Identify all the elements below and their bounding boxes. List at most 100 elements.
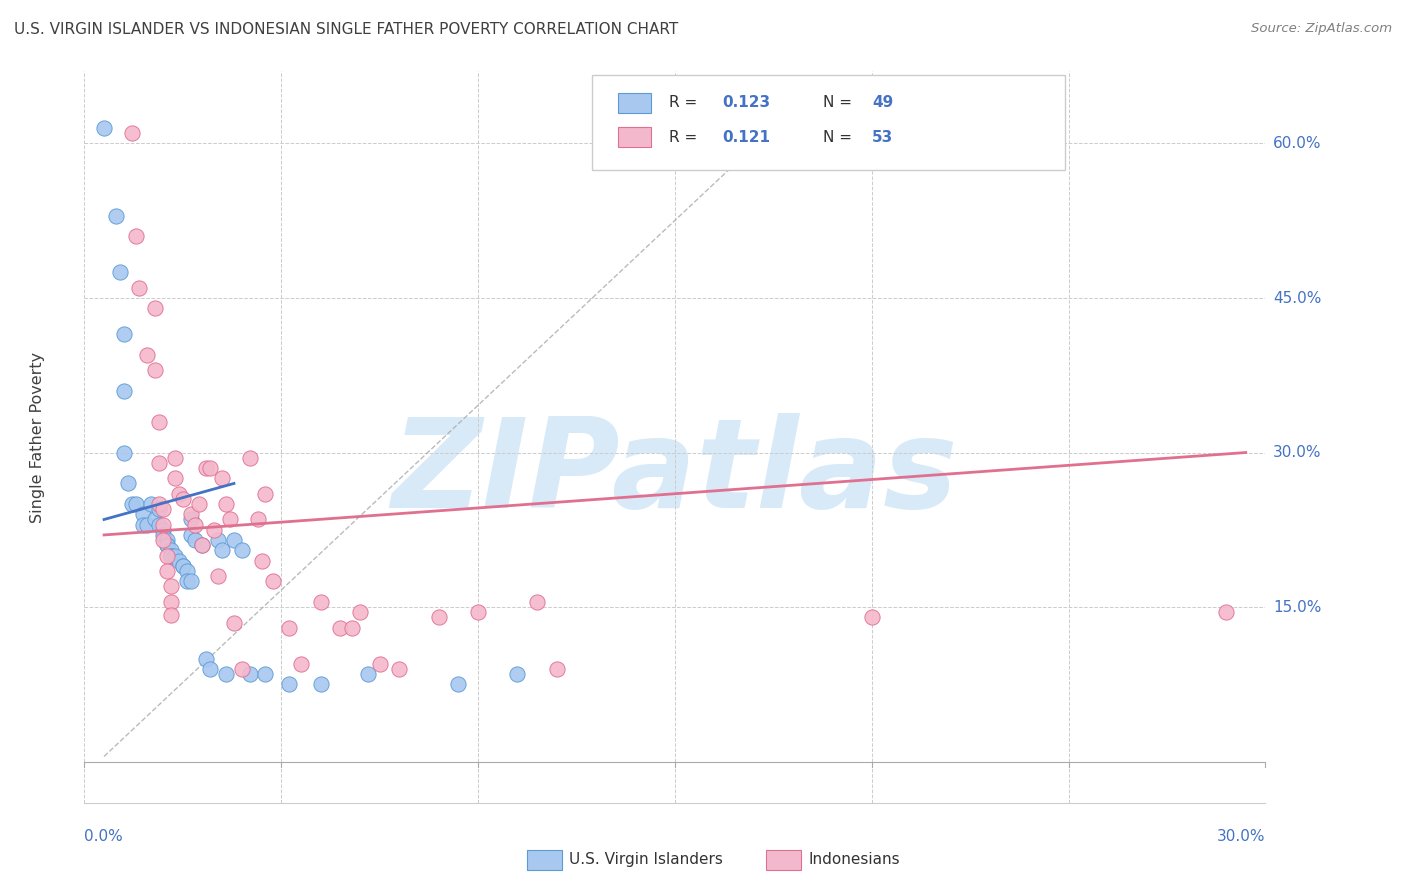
Point bbox=[121, 126, 143, 140]
Point bbox=[172, 558, 194, 573]
Point bbox=[246, 512, 269, 526]
Point bbox=[388, 662, 411, 676]
Point bbox=[222, 615, 245, 630]
Point bbox=[143, 363, 166, 377]
Point bbox=[148, 517, 170, 532]
Point bbox=[180, 512, 202, 526]
Point bbox=[207, 569, 229, 583]
Point bbox=[278, 621, 301, 635]
Point bbox=[309, 595, 332, 609]
Point bbox=[124, 229, 146, 244]
Point bbox=[290, 657, 312, 671]
Point bbox=[215, 667, 238, 681]
Point bbox=[136, 517, 159, 532]
Point bbox=[222, 533, 245, 547]
Text: R =: R = bbox=[669, 129, 702, 145]
Point bbox=[191, 538, 214, 552]
Text: N =: N = bbox=[823, 129, 856, 145]
Point bbox=[160, 608, 183, 623]
Point bbox=[108, 265, 131, 279]
Point bbox=[180, 528, 202, 542]
Point bbox=[156, 533, 179, 547]
Point bbox=[143, 512, 166, 526]
Point bbox=[104, 209, 127, 223]
Point bbox=[526, 595, 548, 609]
Point bbox=[172, 558, 194, 573]
Point bbox=[132, 517, 155, 532]
Point bbox=[357, 667, 380, 681]
Text: 30.0%: 30.0% bbox=[1274, 445, 1322, 460]
Point bbox=[1215, 605, 1237, 619]
Point bbox=[176, 564, 198, 578]
Point bbox=[136, 348, 159, 362]
Point bbox=[128, 281, 150, 295]
Text: 0.0%: 0.0% bbox=[84, 829, 124, 844]
Point bbox=[368, 657, 391, 671]
FancyBboxPatch shape bbox=[619, 93, 651, 113]
Point bbox=[163, 549, 186, 563]
Point bbox=[176, 574, 198, 589]
Point bbox=[148, 497, 170, 511]
Text: Indonesians: Indonesians bbox=[808, 853, 900, 867]
Text: 30.0%: 30.0% bbox=[1218, 829, 1265, 844]
Point bbox=[156, 564, 179, 578]
Point bbox=[195, 461, 218, 475]
Point bbox=[160, 543, 183, 558]
Point bbox=[160, 549, 183, 563]
Text: U.S. Virgin Islanders: U.S. Virgin Islanders bbox=[569, 853, 723, 867]
Point bbox=[231, 662, 253, 676]
Point bbox=[349, 605, 371, 619]
Point bbox=[93, 121, 115, 136]
Point bbox=[160, 595, 183, 609]
Text: ZIPatlas: ZIPatlas bbox=[392, 413, 957, 534]
Point bbox=[467, 605, 489, 619]
Point bbox=[156, 538, 179, 552]
Point bbox=[167, 487, 190, 501]
Point bbox=[254, 667, 277, 681]
Point bbox=[254, 487, 277, 501]
Point bbox=[180, 508, 202, 522]
Point bbox=[202, 523, 225, 537]
Text: R =: R = bbox=[669, 95, 702, 111]
Text: U.S. VIRGIN ISLANDER VS INDONESIAN SINGLE FATHER POVERTY CORRELATION CHART: U.S. VIRGIN ISLANDER VS INDONESIAN SINGL… bbox=[14, 22, 678, 37]
Text: 60.0%: 60.0% bbox=[1274, 136, 1322, 151]
Point bbox=[183, 533, 205, 547]
Point bbox=[506, 667, 529, 681]
Point bbox=[211, 471, 233, 485]
Point bbox=[152, 517, 174, 532]
Point bbox=[143, 301, 166, 316]
Point bbox=[447, 677, 470, 691]
Text: N =: N = bbox=[823, 95, 856, 111]
Point bbox=[262, 574, 284, 589]
Point bbox=[187, 497, 209, 511]
Point bbox=[141, 497, 163, 511]
Point bbox=[160, 549, 183, 563]
Text: Source: ZipAtlas.com: Source: ZipAtlas.com bbox=[1251, 22, 1392, 36]
Point bbox=[124, 497, 146, 511]
Text: 49: 49 bbox=[872, 95, 893, 111]
Point bbox=[278, 677, 301, 691]
Text: 45.0%: 45.0% bbox=[1274, 291, 1322, 305]
Point bbox=[546, 662, 568, 676]
Point bbox=[211, 543, 233, 558]
Point bbox=[860, 610, 883, 624]
Point bbox=[112, 384, 135, 398]
Point bbox=[167, 554, 190, 568]
Point bbox=[219, 512, 242, 526]
Point bbox=[191, 538, 214, 552]
Point bbox=[195, 651, 218, 665]
Point bbox=[132, 508, 155, 522]
Point bbox=[427, 610, 450, 624]
Point bbox=[340, 621, 363, 635]
Point bbox=[152, 528, 174, 542]
Point bbox=[152, 502, 174, 516]
Point bbox=[148, 456, 170, 470]
Point bbox=[148, 502, 170, 516]
Point bbox=[329, 621, 352, 635]
Point bbox=[183, 517, 205, 532]
Text: 0.121: 0.121 bbox=[723, 129, 770, 145]
Point bbox=[231, 543, 253, 558]
Point bbox=[112, 445, 135, 459]
Point bbox=[207, 533, 229, 547]
Point bbox=[239, 667, 262, 681]
